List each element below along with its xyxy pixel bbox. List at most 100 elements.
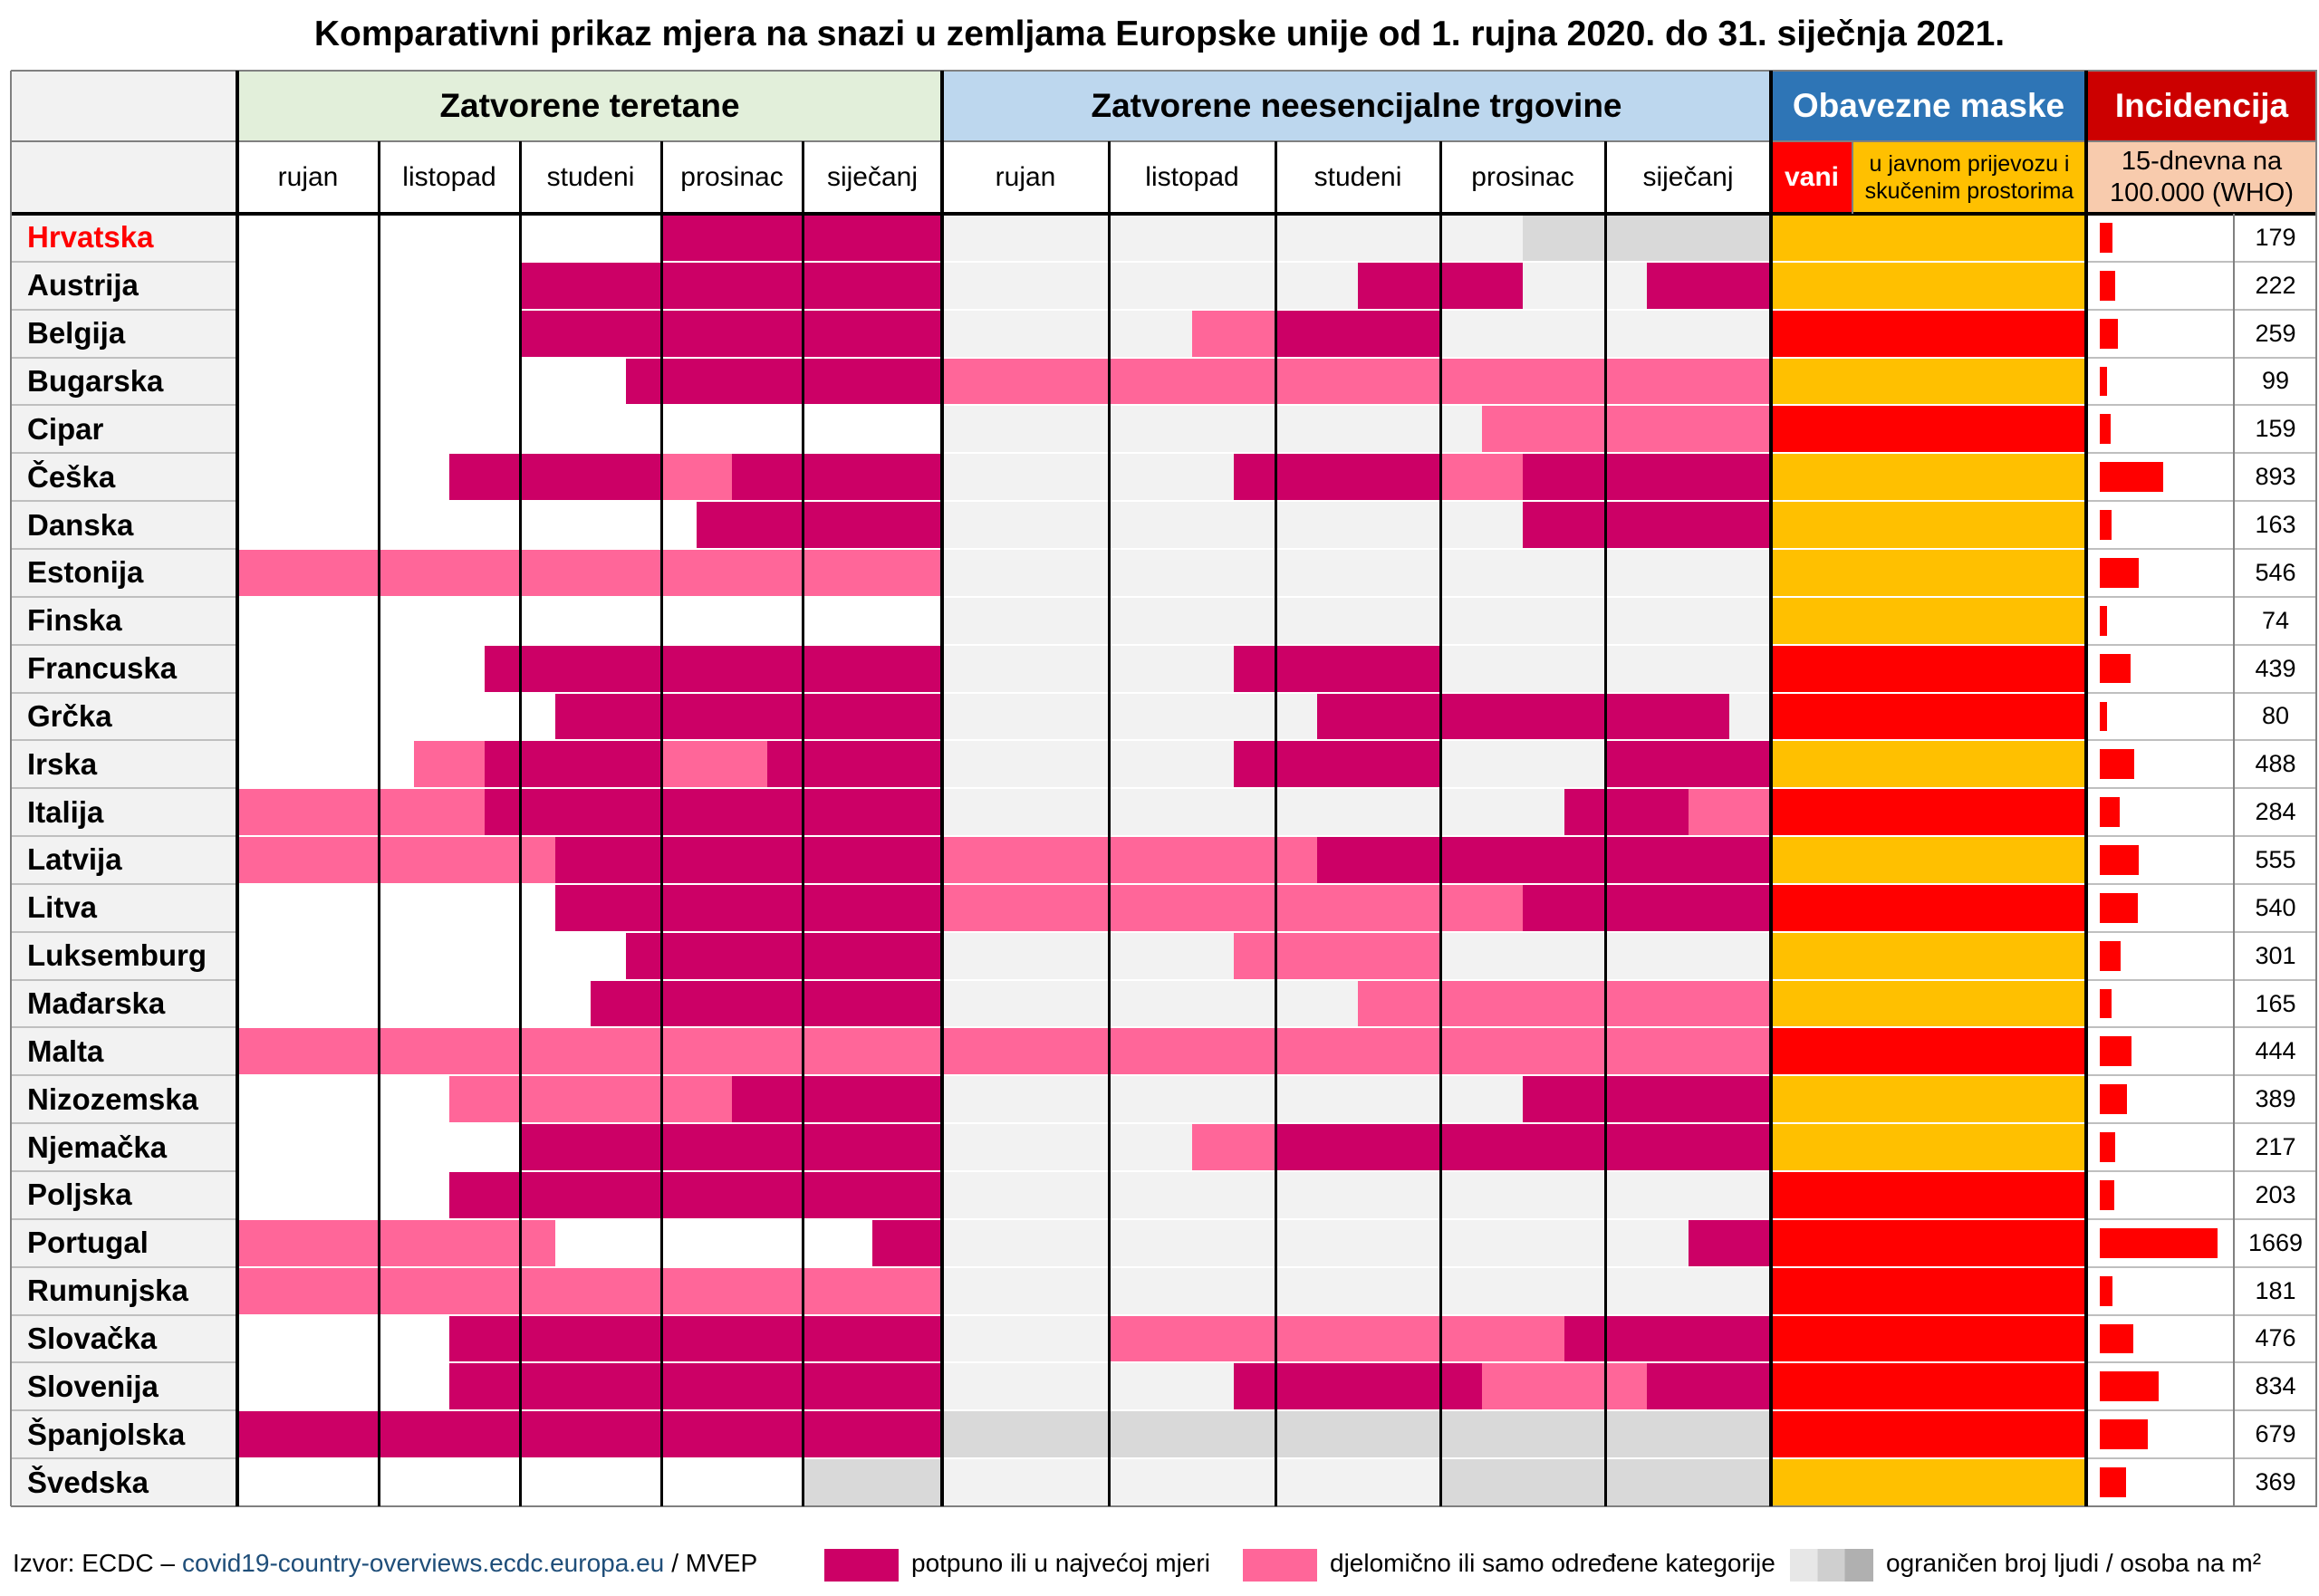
shop-slot (942, 740, 985, 789)
gym-slot (767, 644, 803, 693)
legend-limited-label: ograničen broj ljudi / osoba na m² (1886, 1549, 2262, 1577)
legend-partial-swatch (1243, 1549, 1317, 1582)
shop-slot (1564, 596, 1606, 645)
shop-slot (1025, 883, 1068, 932)
shop-slot (1399, 883, 1441, 932)
gym-slot (273, 1218, 309, 1267)
incidence-bar (2100, 1323, 2134, 1354)
row-line-dark (11, 1026, 237, 1029)
shop-slot (1109, 214, 1151, 262)
mask-cell (1771, 740, 2086, 789)
gym-slot (520, 548, 556, 597)
gym-slot (555, 883, 592, 932)
shop-slot (1605, 788, 1648, 837)
shop-slot (942, 1075, 985, 1124)
shop-slot (942, 836, 985, 884)
gym-slot (379, 214, 415, 262)
shop-slot (1109, 1362, 1151, 1411)
gym-slot (520, 1362, 556, 1411)
incidence-value: 159 (2255, 415, 2296, 443)
shop-slot (984, 1218, 1026, 1267)
gym-slot (837, 596, 873, 645)
gym-slot (237, 740, 274, 789)
gym-slot (872, 692, 909, 741)
shop-slot (1275, 548, 1318, 597)
gym-slot (237, 501, 274, 549)
row-line-inc (2086, 1170, 2317, 1172)
gym-slot (273, 1458, 309, 1506)
gym-slot (343, 1362, 380, 1411)
row-line-dark (11, 404, 237, 407)
shop-month-4: siječanj (1642, 162, 1734, 192)
shop-slot (1316, 1458, 1359, 1506)
incidence-bar (2100, 366, 2107, 397)
shop-slot (1316, 1171, 1359, 1219)
gym-slot (872, 979, 909, 1028)
shop-slot (1150, 1171, 1193, 1219)
gym-slot (803, 836, 839, 884)
incidence-value: 74 (2261, 606, 2290, 634)
gym-slot (837, 309, 873, 358)
gym-slot (661, 1362, 698, 1411)
gym-slot (414, 261, 450, 310)
gym-slot (414, 1171, 450, 1219)
shop-slot (1150, 692, 1193, 741)
shop-slot (1729, 261, 1772, 310)
gym-slot (732, 1314, 768, 1363)
gym-slot (237, 214, 274, 262)
shop-slot (1150, 883, 1193, 932)
gym-slot (414, 1314, 450, 1363)
gym-slot (907, 1218, 943, 1267)
shop-slot (1192, 214, 1235, 262)
gym-slot (414, 1266, 450, 1315)
incidence-bar (2100, 1467, 2126, 1497)
shop-slot (1025, 1218, 1068, 1267)
incidence-bar (2100, 318, 2119, 349)
gym-slot (907, 931, 943, 980)
gym-slot (767, 692, 803, 741)
shop-slot (984, 883, 1026, 932)
gym-slot (237, 979, 274, 1028)
shop-slot (984, 596, 1026, 645)
gym-slot (237, 357, 274, 406)
gym-slot (555, 357, 592, 406)
gym-slot (308, 309, 344, 358)
gym-slot (872, 1266, 909, 1315)
gym-slot (591, 883, 627, 932)
mask-outdoor-header: vani (1771, 141, 1852, 214)
gym-slot (520, 1314, 556, 1363)
shop-slot (1399, 261, 1441, 310)
shop-slot (1688, 1314, 1730, 1363)
shop-slot (1605, 1410, 1648, 1459)
shop-slot (1316, 1218, 1359, 1267)
incidence-bar (2100, 1036, 2131, 1067)
shop-slot (1275, 979, 1318, 1028)
shop-slot (1275, 836, 1318, 884)
gym-slot (343, 1027, 380, 1076)
country-cell (11, 1123, 237, 1171)
gym-slot (273, 548, 309, 597)
shop-slot (1358, 979, 1400, 1028)
country-cell (11, 214, 237, 262)
row-line-inc (2086, 1409, 2317, 1412)
gym-slot (237, 788, 274, 837)
gym-slot (803, 1314, 839, 1363)
gym-slot (379, 501, 415, 549)
row-line-inc (2086, 1074, 2317, 1077)
gym-slot (767, 548, 803, 597)
gym-slot (555, 596, 592, 645)
gym-slot (803, 931, 839, 980)
shop-slot (1109, 501, 1151, 549)
source-link[interactable]: covid19-country-overviews.ecdc.europa.eu (181, 1549, 665, 1577)
row-line (11, 1265, 2317, 1268)
shop-slot (1605, 357, 1648, 406)
shop-slot (1440, 788, 1483, 837)
gym-month-line (377, 141, 380, 1506)
shop-slot (1109, 405, 1151, 454)
shop-slot (1234, 1362, 1276, 1411)
incidence-value: 546 (2255, 558, 2296, 586)
shop-slot (1440, 1314, 1483, 1363)
gym-slot (237, 1314, 274, 1363)
shop-slot (1688, 453, 1730, 502)
gym-slot (591, 357, 627, 406)
